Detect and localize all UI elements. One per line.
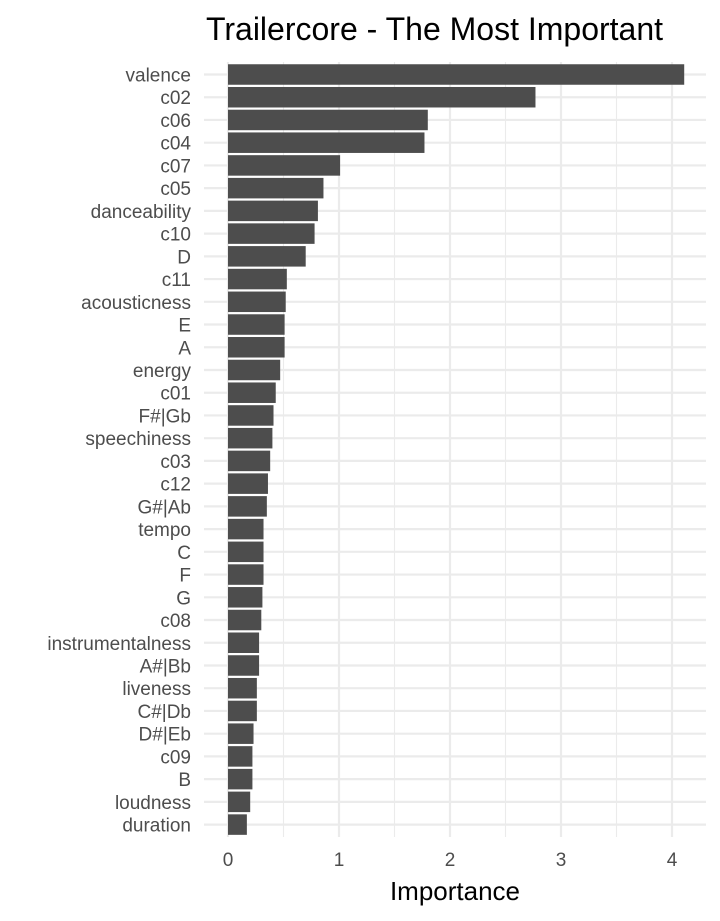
bar-A#|Bb [228,655,260,676]
category-label: c07 [160,156,191,177]
bar-c12 [228,473,268,494]
bar-G#|Ab [228,496,267,517]
bar-F [228,564,264,585]
bar-c07 [228,155,341,176]
bar-speechiness [228,427,273,449]
category-label: B [178,770,191,791]
category-label: duration [122,816,191,837]
bar-C#|Db [228,700,257,722]
category-label: loudness [115,793,191,814]
category-label: c02 [160,88,191,109]
category-label: F [179,566,191,587]
category-label: c11 [162,270,191,291]
category-label: G#|Ab [137,497,191,518]
category-label: C#|Db [137,702,191,723]
bar-acousticness [228,291,286,313]
bar-c10 [228,223,315,244]
bar-tempo [228,518,264,540]
bar-c03 [228,450,271,472]
bar-F#|Gb [228,405,274,426]
x-axis-title: Importance [390,876,520,906]
bar-c09 [228,746,253,767]
chart-title: Trailercore - The Most Important [206,11,663,47]
category-label: danceability [91,202,192,223]
bar-duration [228,814,247,835]
bar-danceability [228,200,318,222]
category-labels: valencec02c06c04c07c05danceabilityc10Dc1… [47,66,191,837]
bar-D#|Eb [228,723,254,744]
bar-B [228,768,253,790]
category-label: c08 [160,611,191,632]
x-tick-labels: 0 1 2 3 4 [223,850,678,871]
category-label: c12 [160,475,191,496]
category-label: c05 [160,179,191,200]
bar-c02 [228,86,536,108]
category-label: acousticness [81,293,191,314]
bar-liveness [228,677,257,699]
category-label: speechiness [85,429,191,450]
category-label: A [178,338,191,359]
bar-c11 [228,268,287,290]
category-label: c01 [160,384,191,405]
category-label: c03 [160,452,191,473]
bar-c08 [228,609,262,631]
category-label: E [178,316,191,337]
bar-A [228,337,285,358]
category-label: liveness [122,679,191,700]
category-label: c10 [160,225,191,246]
category-label: D [177,247,191,268]
x-tick-label: 0 [223,850,234,871]
x-tick-label: 4 [667,850,678,871]
x-tick-label: 3 [556,850,567,871]
category-label: D#|Eb [139,725,191,746]
category-label: C [177,543,191,564]
bar-C [228,541,264,563]
bar-layer [228,64,685,835]
bar-energy [228,359,281,381]
category-label: tempo [138,520,191,541]
category-label: c09 [160,747,191,768]
bar-E [228,314,285,335]
x-tick-label: 2 [445,850,456,871]
category-label: valence [126,66,192,87]
x-tick-label: 1 [334,850,345,871]
category-label: c04 [160,134,191,155]
category-label: energy [133,361,192,382]
bar-c04 [228,132,425,153]
bar-c06 [228,109,428,131]
category-label: F#|Gb [139,406,191,427]
category-label: instrumentalness [47,634,191,655]
bar-instrumentalness [228,632,260,653]
bar-G [228,587,263,608]
bar-valence [228,64,685,85]
bar-c01 [228,382,276,403]
bar-D [228,246,306,267]
category-label: G [176,588,191,609]
category-label: c06 [160,111,191,132]
bar-c05 [228,177,324,199]
bar-loudness [228,791,251,813]
category-label: A#|Bb [140,656,191,677]
